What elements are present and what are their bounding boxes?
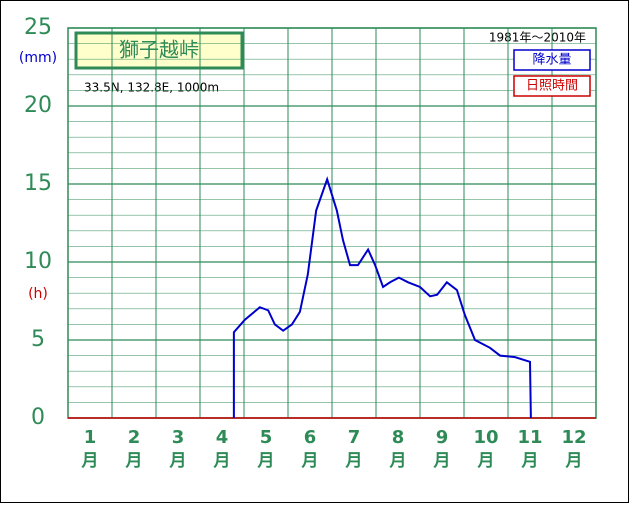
- data-line: [232, 176, 532, 419]
- x-tick-label: 7: [348, 427, 361, 448]
- x-unit-label: 月: [125, 451, 143, 471]
- y-tick-label: 0: [31, 405, 45, 430]
- x-tick-label: 8: [392, 427, 405, 448]
- x-tick-label: 10: [473, 427, 498, 448]
- x-unit-label: 月: [565, 451, 583, 471]
- x-unit-label: 月: [345, 451, 363, 471]
- subtitle: 33.5N, 132.8E, 1000m: [84, 81, 219, 95]
- x-tick-label: 4: [216, 427, 229, 448]
- x-unit-label: 月: [81, 451, 99, 471]
- y-tick-label: 25: [24, 15, 52, 40]
- y-tick-label: 20: [24, 93, 52, 118]
- x-unit-label: 月: [389, 451, 407, 471]
- y-unit: (mm): [19, 50, 57, 66]
- y-tick-label: 15: [24, 171, 52, 196]
- x-unit-label: 月: [169, 451, 187, 471]
- x-unit-label: 月: [433, 451, 451, 471]
- legend-box: [513, 75, 591, 97]
- x-unit-label: 月: [477, 451, 495, 471]
- y-tick-label: 10: [24, 249, 52, 274]
- x-unit-label: 月: [257, 451, 275, 471]
- chart-title: 獅子越峠: [119, 38, 199, 62]
- x-tick-label: 1: [84, 427, 97, 448]
- legend-label: 日照時間: [526, 79, 578, 94]
- x-tick-label: 9: [436, 427, 449, 448]
- title-box: [74, 31, 244, 70]
- x-tick-label: 12: [561, 427, 586, 448]
- x-tick-label: 11: [517, 427, 542, 448]
- y-tick-label: 5: [31, 327, 45, 352]
- x-tick-label: 5: [260, 427, 273, 448]
- legend-box: [513, 49, 591, 71]
- x-unit-label: 月: [521, 451, 539, 471]
- period: 1981年～2010年: [489, 31, 586, 45]
- x-tick-label: 2: [128, 427, 141, 448]
- x-tick-label: 6: [304, 427, 317, 448]
- y-unit: (h): [28, 286, 48, 302]
- x-unit-label: 月: [301, 451, 319, 471]
- x-unit-label: 月: [213, 451, 231, 471]
- legend-label: 降水量: [532, 53, 571, 68]
- x-tick-label: 3: [172, 427, 185, 448]
